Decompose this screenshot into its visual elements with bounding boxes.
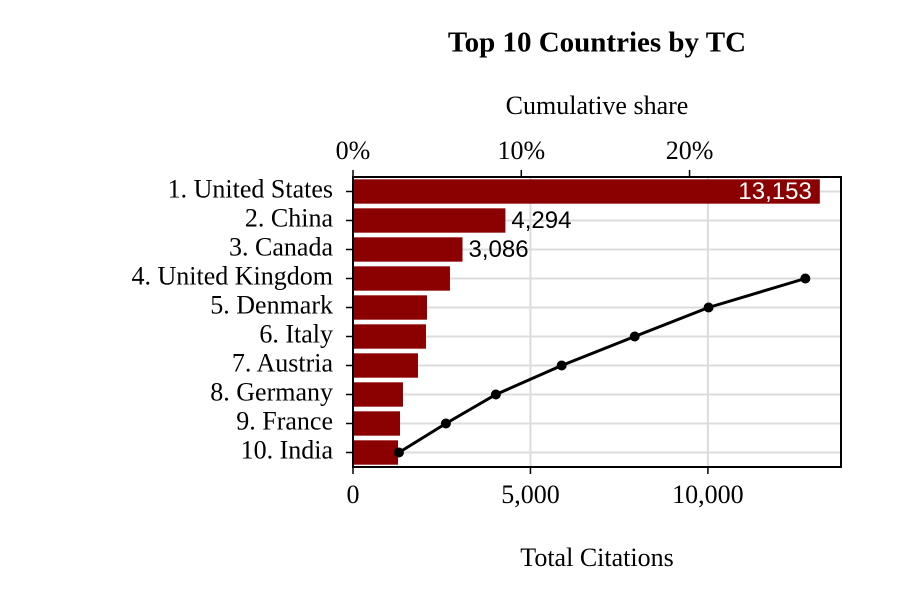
- x-tick-label: 5,000: [501, 480, 560, 509]
- bar: [353, 324, 426, 349]
- chart-title: Top 10 Countries by TC: [448, 27, 746, 59]
- bar: [353, 208, 506, 233]
- cumulative-point: [440, 418, 451, 429]
- x-tick-label: 0: [347, 480, 360, 509]
- y-tick-label: 10. India: [241, 435, 334, 464]
- bar: [353, 179, 820, 204]
- x-tick-label: 10,000: [672, 480, 744, 509]
- value-label: 4,294: [511, 207, 571, 234]
- cumulative-point: [490, 389, 501, 400]
- x2-axis-label: Cumulative share: [506, 91, 689, 120]
- cumulative-point: [629, 331, 640, 342]
- value-label: 13,153: [738, 178, 811, 205]
- bar: [353, 266, 450, 291]
- x2-tick-label: 10%: [497, 136, 545, 165]
- bar: [353, 237, 463, 262]
- cumulative-point: [556, 360, 567, 371]
- bar: [353, 411, 400, 436]
- y-tick-label: 3. Canada: [229, 232, 333, 261]
- bar: [353, 353, 418, 378]
- y-tick-label: 2. China: [245, 203, 334, 232]
- value-label: 3,086: [469, 236, 529, 263]
- cumulative-point: [393, 447, 404, 458]
- y-tick-label: 6. Italy: [259, 319, 333, 348]
- y-tick-label: 5. Denmark: [210, 290, 333, 319]
- y-tick-label: 4. United Kingdom: [132, 261, 334, 290]
- bar: [353, 382, 403, 407]
- bar: [353, 440, 399, 465]
- bar: [353, 295, 427, 320]
- cumulative-point: [703, 302, 714, 313]
- y-tick-label: 1. United States: [168, 174, 333, 203]
- x2-tick-label: 20%: [666, 136, 714, 165]
- y-tick-label: 9. France: [236, 406, 333, 435]
- cumulative-point: [800, 273, 811, 284]
- y-tick-label: 7. Austria: [232, 348, 334, 377]
- x2-tick-label: 0%: [336, 136, 371, 165]
- y-tick-label: 8. Germany: [210, 377, 333, 406]
- plot-border: [352, 176, 842, 468]
- x-axis-label: Total Citations: [520, 543, 673, 572]
